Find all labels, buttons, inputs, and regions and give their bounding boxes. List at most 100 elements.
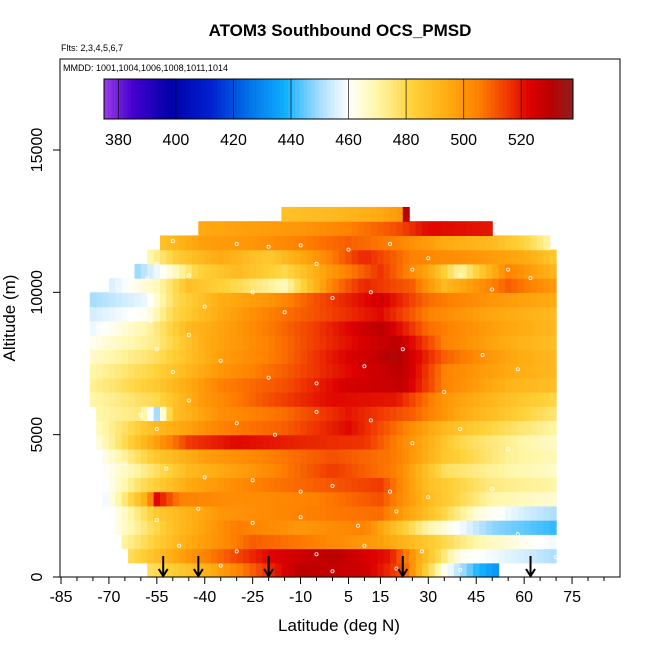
heatmap-cell (364, 548, 372, 564)
colorbar-cell (311, 79, 316, 119)
heatmap-cell (96, 420, 104, 436)
heatmap-cell (236, 306, 244, 322)
heatmap-cell (185, 548, 193, 564)
heatmap-cell (185, 434, 193, 450)
heatmap-cell (447, 292, 455, 308)
heatmap-cell (147, 420, 155, 436)
heatmap-cell (281, 391, 289, 407)
heatmap-cell (364, 391, 372, 407)
heatmap-cell (421, 320, 429, 336)
heatmap-cell (402, 505, 410, 521)
heatmap-cell (160, 463, 168, 478)
heatmap-cell (396, 335, 404, 350)
sample-point (234, 549, 239, 554)
heatmap-cell (524, 420, 532, 436)
heatmap-cell (447, 505, 455, 521)
heatmap-cell (377, 235, 385, 251)
colorbar-tick-label: 500 (450, 132, 477, 149)
heatmap-cell (345, 420, 353, 436)
heatmap-cell (358, 306, 366, 322)
colorbar-cell (127, 79, 132, 119)
heatmap-cell (389, 335, 397, 350)
heatmap-cell (236, 534, 244, 550)
heatmap-cell (281, 448, 289, 464)
heatmap-cell (211, 221, 219, 236)
heatmap-cell (492, 434, 500, 450)
heatmap-cell (306, 235, 314, 251)
heatmap-cell (166, 292, 174, 308)
heatmap-cell (179, 505, 187, 521)
heatmap-cell (428, 235, 436, 251)
heatmap-cell (485, 448, 493, 464)
heatmap-cell (108, 306, 116, 322)
heatmap-cell (453, 349, 461, 365)
heatmap-cell (160, 448, 168, 464)
heatmap-cell (268, 491, 276, 507)
heatmap-cell (377, 349, 385, 365)
heatmap-cell (313, 477, 321, 493)
colorbar-cell (510, 79, 515, 119)
heatmap-cell (377, 206, 385, 222)
heatmap-cell (287, 249, 295, 265)
heatmap-cell (479, 320, 487, 336)
heatmap-cell (428, 263, 436, 279)
heatmap-cell (447, 335, 455, 350)
heatmap-cell (275, 249, 282, 265)
heatmap-cell (504, 249, 512, 265)
heatmap-cell (255, 363, 263, 379)
heatmap-cell (204, 463, 212, 478)
heatmap-cell (230, 363, 238, 379)
heatmap-cell (389, 448, 397, 464)
heatmap-cell (364, 221, 372, 236)
heatmap-cell (268, 235, 276, 251)
heatmap-cell (351, 263, 359, 279)
heatmap-cell (300, 406, 308, 422)
heatmap-cell (140, 320, 148, 336)
heatmap-cell (447, 320, 455, 336)
heatmap-cell (153, 263, 161, 279)
heatmap-cell (466, 520, 474, 535)
heatmap-cell (415, 278, 423, 293)
heatmap-cell (306, 534, 314, 550)
heatmap-cell (306, 406, 314, 422)
heatmap-cell (536, 235, 544, 251)
heatmap-cell (306, 335, 314, 350)
heatmap-cell (255, 534, 263, 550)
heatmap-cell (128, 306, 136, 322)
heatmap-cell (370, 463, 378, 478)
heatmap-cell (441, 263, 449, 279)
heatmap-cell (466, 420, 474, 436)
heatmap-cell (160, 520, 168, 535)
heatmap-cell (396, 206, 404, 222)
heatmap-cell (121, 349, 129, 365)
heatmap-cell (549, 420, 557, 436)
heatmap-cell (121, 320, 129, 336)
heatmap-cell (543, 249, 551, 265)
heatmap-cell (441, 391, 449, 407)
heatmap-cell (485, 434, 493, 450)
heatmap-cell (434, 320, 442, 336)
colorbar-cell (428, 79, 433, 119)
heatmap-cell (441, 278, 449, 293)
heatmap-cell (153, 420, 161, 436)
heatmap-cell (275, 406, 282, 422)
heatmap-cell (198, 221, 206, 236)
heatmap-cell (198, 548, 206, 564)
heatmap-cell (306, 548, 314, 564)
heatmap-cell (370, 363, 378, 379)
heatmap-cell (524, 292, 532, 308)
heatmap-cell (160, 505, 168, 521)
heatmap-cell (326, 477, 334, 493)
heatmap-cell (217, 548, 225, 564)
heatmap-cell (179, 335, 187, 350)
heatmap-cell (492, 292, 500, 308)
heatmap-cell (217, 562, 225, 578)
colorbar-cell (307, 79, 312, 119)
heatmap-cell (517, 448, 525, 464)
heatmap-cell (434, 491, 442, 507)
heatmap-cell (179, 278, 187, 293)
heatmap-cell (492, 306, 500, 322)
heatmap-cell (115, 434, 123, 450)
heatmap-cell (326, 534, 334, 550)
heatmap-cell (543, 391, 551, 407)
